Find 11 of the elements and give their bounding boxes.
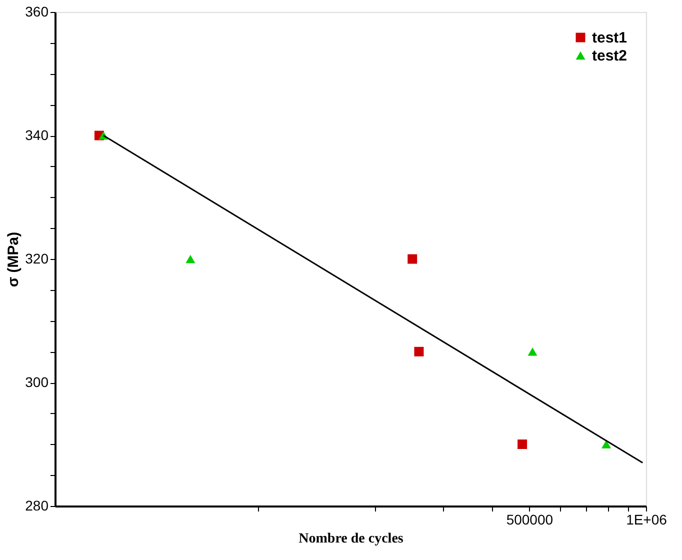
legend-label: test2: [592, 48, 628, 64]
x-tick-label: 500000: [506, 512, 554, 528]
x-tick-label: 1E+06: [626, 512, 668, 528]
x-axis-title: Nombre de cycles: [298, 532, 404, 546]
y-axis-title: σ (MPa): [5, 232, 22, 288]
y-tick-label: 300: [25, 374, 49, 390]
y-tick-label: 320: [25, 250, 49, 266]
y-tick-label: 340: [25, 127, 49, 143]
legend-label: test1: [592, 30, 628, 46]
y-tick-label: 360: [25, 4, 49, 20]
y-tick-label: 280: [25, 498, 49, 514]
